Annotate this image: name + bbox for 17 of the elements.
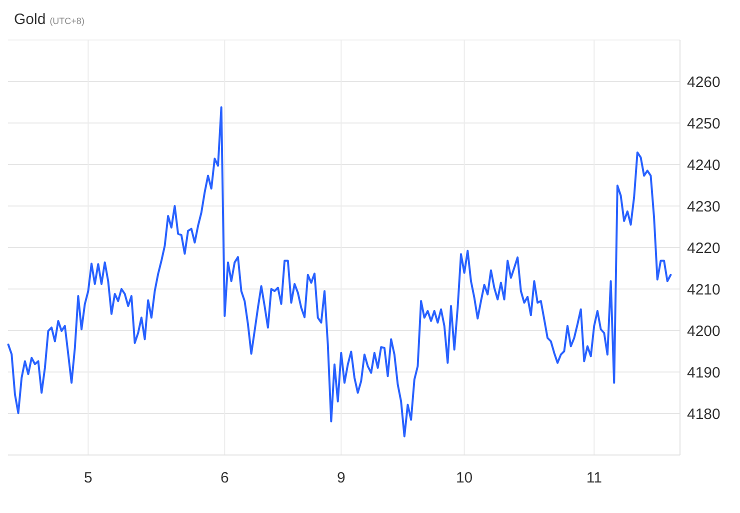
line-series [7, 106, 672, 438]
y-tick-label: 4200 [687, 322, 720, 340]
x-tick-label: 5 [84, 469, 92, 486]
chart-subtitle: (UTC+8) [50, 16, 84, 26]
x-tick-label: 10 [456, 469, 473, 486]
x-tick-label: 11 [586, 469, 602, 486]
chart-title: Gold [14, 11, 46, 28]
y-tick-label: 4260 [687, 74, 720, 91]
y-tick-label: 4180 [687, 406, 720, 423]
y-tick-label: 4230 [687, 198, 720, 216]
x-tick-label: 6 [220, 469, 229, 486]
y-tick-label: 4240 [687, 156, 720, 174]
y-tick-label: 4220 [687, 240, 720, 257]
y-tick-label: 4250 [687, 115, 720, 132]
y-tick-label: 4210 [687, 281, 720, 298]
x-tick-label: 9 [336, 469, 346, 486]
y-tick-label: 4190 [687, 364, 720, 382]
